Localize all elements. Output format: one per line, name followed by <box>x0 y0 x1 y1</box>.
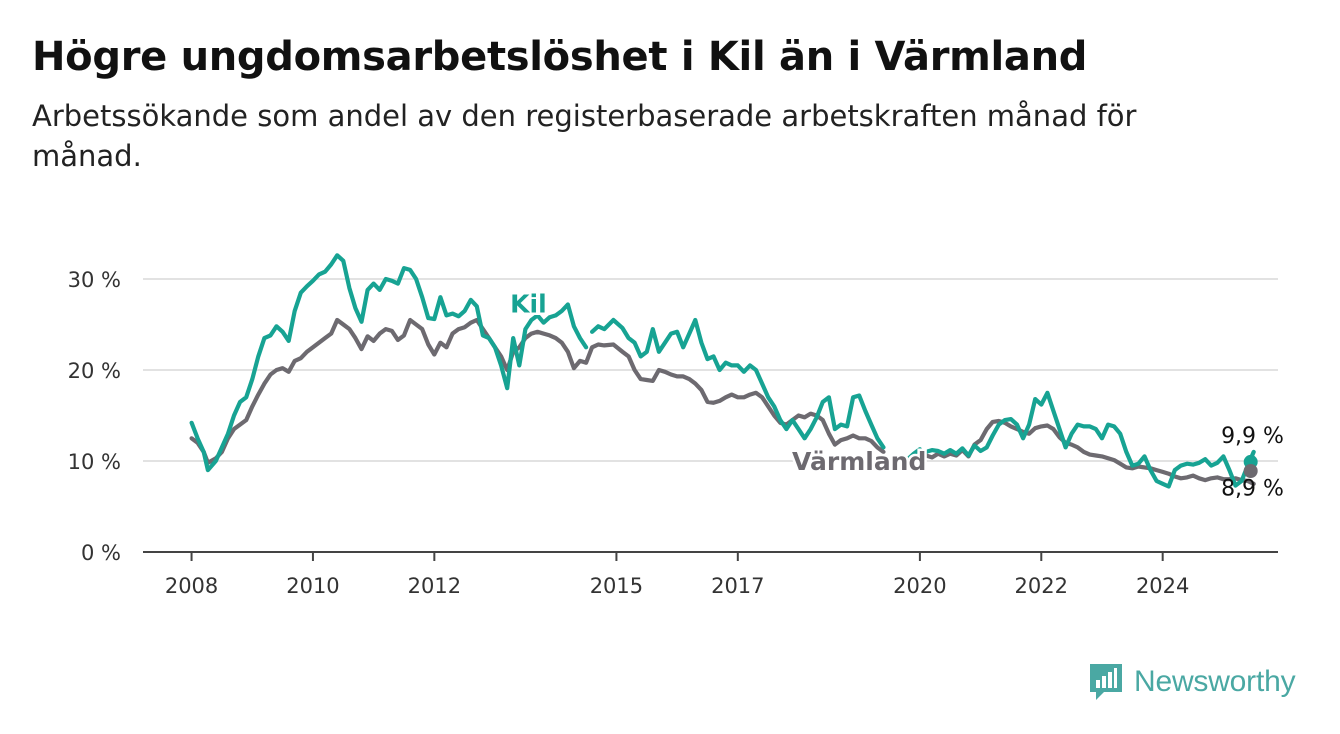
x-tick-label: 2012 <box>408 574 461 598</box>
chart-title: Högre ungdomsarbetslöshet i Kil än i Vär… <box>32 34 1088 80</box>
x-tick-label: 2022 <box>1015 574 1068 598</box>
kil-series-label: Kil <box>510 290 547 319</box>
kil-series-line <box>905 447 922 462</box>
kil-series-line <box>189 253 589 473</box>
varmland-series-line <box>189 317 886 465</box>
series-labels: Kil Värmland 9,9 % 8,9 % <box>508 287 1284 502</box>
x-tick-label: 2008 <box>165 574 218 598</box>
gridlines <box>143 278 1278 462</box>
newsworthy-brand: Newsworthy <box>1088 660 1296 704</box>
y-tick-label: 20 % <box>68 359 121 383</box>
varmland-series-label: Värmland <box>792 447 926 476</box>
x-tick-label: 2015 <box>590 574 643 598</box>
brand-name: Newsworthy <box>1134 665 1296 698</box>
x-tick-label: 2020 <box>893 574 946 598</box>
newsworthy-logo-icon <box>1090 664 1122 700</box>
x-tick-label: 2017 <box>711 574 764 598</box>
x-tick-label: 2010 <box>286 574 339 598</box>
y-tick-label: 0 % <box>81 541 121 565</box>
y-tick-label: 10 % <box>68 450 121 474</box>
x-tick-label: 2024 <box>1136 574 1189 598</box>
kil-end-value-label: 9,9 % <box>1221 424 1284 449</box>
kil-series-line <box>923 390 1256 489</box>
varmland-end-value-label: 8,9 % <box>1221 477 1284 502</box>
chart-subtitle: Arbetssökande som andel av den registerb… <box>32 99 1137 173</box>
varmland-end-point <box>1243 464 1258 479</box>
y-tick-label: 30 % <box>68 268 121 292</box>
axes: 0 % 10 % 20 % 30 % 2008 2010 2012 2015 2017 2020 2… <box>68 268 1278 598</box>
series-lines <box>189 253 1258 489</box>
kil-series-line <box>590 317 886 450</box>
